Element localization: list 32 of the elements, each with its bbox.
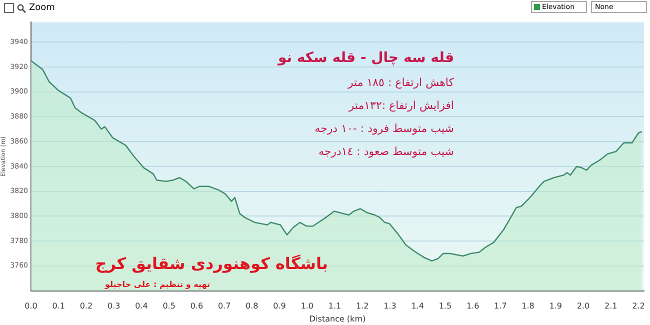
annotation: تهیه و تنظیم : علی حاجیلو xyxy=(104,280,210,289)
text: قله سه چال - قله سکه نو xyxy=(278,50,454,66)
x-tick-label: 1.4 xyxy=(411,302,424,311)
x-tick-label: 2.0 xyxy=(576,302,590,311)
text: Zoom xyxy=(29,3,55,13)
x-tick-label: 0.3 xyxy=(107,302,120,311)
x-tick-label: 1.5 xyxy=(438,302,452,311)
x-tick-label: 1.3 xyxy=(384,302,396,311)
x-tick-label: 1.6 xyxy=(466,302,480,311)
x-tick-label: 0.9 xyxy=(273,302,286,311)
x-tick-label: 1.2 xyxy=(356,302,369,311)
x-tick-label: 0.7 xyxy=(218,302,231,311)
x-tick-label: 2.1 xyxy=(604,302,618,311)
annotation: شیب متوسط صعود : ١٤درجه xyxy=(318,145,454,158)
x-tick-label: 0.5 xyxy=(162,302,176,311)
x-tick-label: 0.0 xyxy=(24,302,38,311)
x-tick-label: 1.7 xyxy=(494,302,507,311)
annotation: کاهش ارتفاع : ١٨٥ متر xyxy=(348,76,454,89)
x-tick-label: 0.2 xyxy=(80,302,93,311)
annotation: شیب متوسط فرود : -١٠ درجه xyxy=(314,122,454,135)
x-tick-label: 0.8 xyxy=(246,302,258,311)
x-tick-label: 0.1 xyxy=(52,302,65,311)
x-tick-label: 0.4 xyxy=(135,302,148,311)
x-tick-label: 1.0 xyxy=(300,302,314,311)
x-axis-title: Distance (km) xyxy=(309,314,366,324)
annotation: افزایش ارتفاع :١٣٢متر xyxy=(348,99,454,112)
x-tick-label: 1.1 xyxy=(328,302,342,311)
x-tick-label: 1.9 xyxy=(549,302,562,311)
x-tick-label: 1.8 xyxy=(522,302,534,311)
x-tick-label: 2.2 xyxy=(632,302,645,311)
annotation: باشگاه کوهنوردی شقایق کرج xyxy=(95,254,328,273)
x-tick-label: 0.6 xyxy=(190,302,204,311)
